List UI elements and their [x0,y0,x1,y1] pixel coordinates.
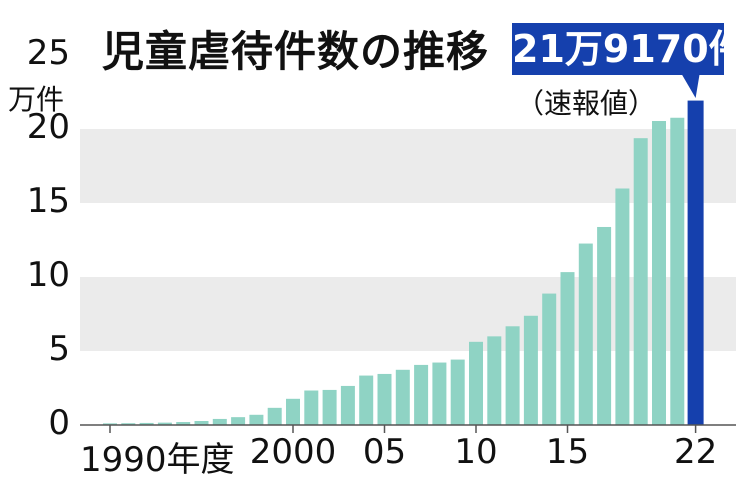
y-tick-label: 5 [48,329,70,369]
bar-2013 [523,315,538,425]
bar-1994 [176,422,191,425]
bar-2017 [597,226,612,425]
y-tick-label: 0 [48,403,70,443]
bar-2005 [377,373,392,425]
bar-1996 [212,418,227,425]
callout-pointer [681,74,700,98]
bar-series [103,100,704,426]
bar-2002 [322,389,337,425]
y-tick-label: 25 [26,33,70,73]
highlight-callout-sublabel: （速報値） [516,87,657,120]
bar-2003 [340,385,355,425]
bar-1998 [249,414,264,425]
bar-1992 [139,422,154,425]
bar-1991 [121,423,136,425]
x-tick-label: 22 [673,432,718,472]
bar-1995 [194,421,209,425]
bar-2004 [359,375,374,425]
y-tick-label: 20 [26,107,70,147]
bar-2021 [670,117,685,425]
bar-2001 [304,390,319,425]
bar-2015 [560,272,575,425]
bar-2007 [414,364,429,425]
bar-2009 [450,359,465,425]
bar-2006 [395,369,410,425]
bar-2018 [615,188,630,425]
bar-1993 [157,422,172,425]
x-tick-label: 15 [545,432,590,472]
bar-2008 [432,362,447,425]
x-tick-label: 2000 [249,432,337,472]
highlight-callout-label: 21万9170件 [512,23,747,75]
bar-2019 [633,138,648,425]
bar-2014 [542,293,557,425]
bar-1997 [231,417,246,425]
chart-title: 児童虐待件数の推移 [102,27,490,76]
bar-2010 [469,341,483,425]
y-axis-unit-label: 万件 [8,83,65,116]
bar-1990 [103,423,117,425]
x-tick-marks [109,425,697,433]
bar-2020 [652,121,666,426]
y-tick-label: 10 [26,255,70,295]
bar-2000 [286,398,300,425]
bar-highlight-2022 [687,100,704,426]
x-tick-label: 1990年度 [80,440,235,480]
bar-1999 [267,407,282,425]
x-tick-label: 05 [362,432,407,472]
x-tick-label: 10 [454,432,498,472]
bar-2012 [505,326,520,425]
y-tick-label: 15 [26,181,70,221]
bar-2016 [578,243,593,425]
bar-2011 [487,336,502,425]
